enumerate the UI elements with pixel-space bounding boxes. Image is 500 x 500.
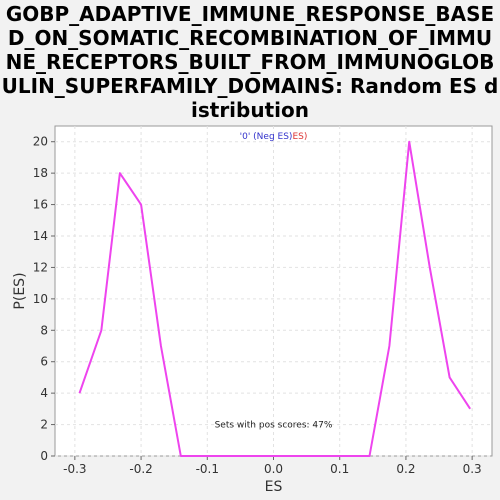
chart-title: GOBP_ADAPTIVE_IMMUNE_RESPONSE_BASED_ON_S…	[1, 2, 499, 122]
x-tick-label: 0.2	[396, 462, 415, 476]
y-tick-label: 20	[33, 135, 48, 149]
legend-part: ES)	[292, 132, 307, 142]
y-tick-label: 16	[33, 198, 48, 212]
x-tick-label: 0.3	[463, 462, 482, 476]
series-layer	[78, 140, 471, 457]
y-tick-label: 6	[40, 355, 48, 369]
y-tick-label: 8	[40, 323, 48, 337]
y-tick-label: 4	[40, 386, 48, 400]
pos-scores-annotation: Sets with pos scores: 47%	[215, 421, 333, 431]
y-axis-label: P(ES)	[12, 272, 28, 309]
y-tick-label: 0	[40, 449, 48, 463]
axes: -0.3 -0.2 -0.1 0.0 0.1 0.2 0.3 0 2 4 6 8 10 12 14 16 18 2…	[33, 135, 482, 476]
y-tick-label: 14	[33, 229, 48, 243]
x-tick-label: 0.0	[264, 462, 283, 476]
legend: '0' (Neg ES)ES)	[240, 132, 308, 142]
y-tick-label: 10	[33, 292, 48, 306]
y-tick-label: 2	[40, 418, 48, 432]
y-tick-label: 18	[33, 166, 48, 180]
x-axis-label: ES	[265, 479, 283, 495]
x-tick-label: -0.2	[129, 462, 152, 476]
x-tick-label: -0.1	[196, 462, 219, 476]
y-tick-label: 12	[33, 260, 48, 274]
x-tick-label: -0.3	[63, 462, 86, 476]
x-tick-label: 0.1	[330, 462, 349, 476]
legend-part: '0' (Neg ES)	[240, 132, 293, 142]
es-distribution-line	[78, 140, 471, 457]
